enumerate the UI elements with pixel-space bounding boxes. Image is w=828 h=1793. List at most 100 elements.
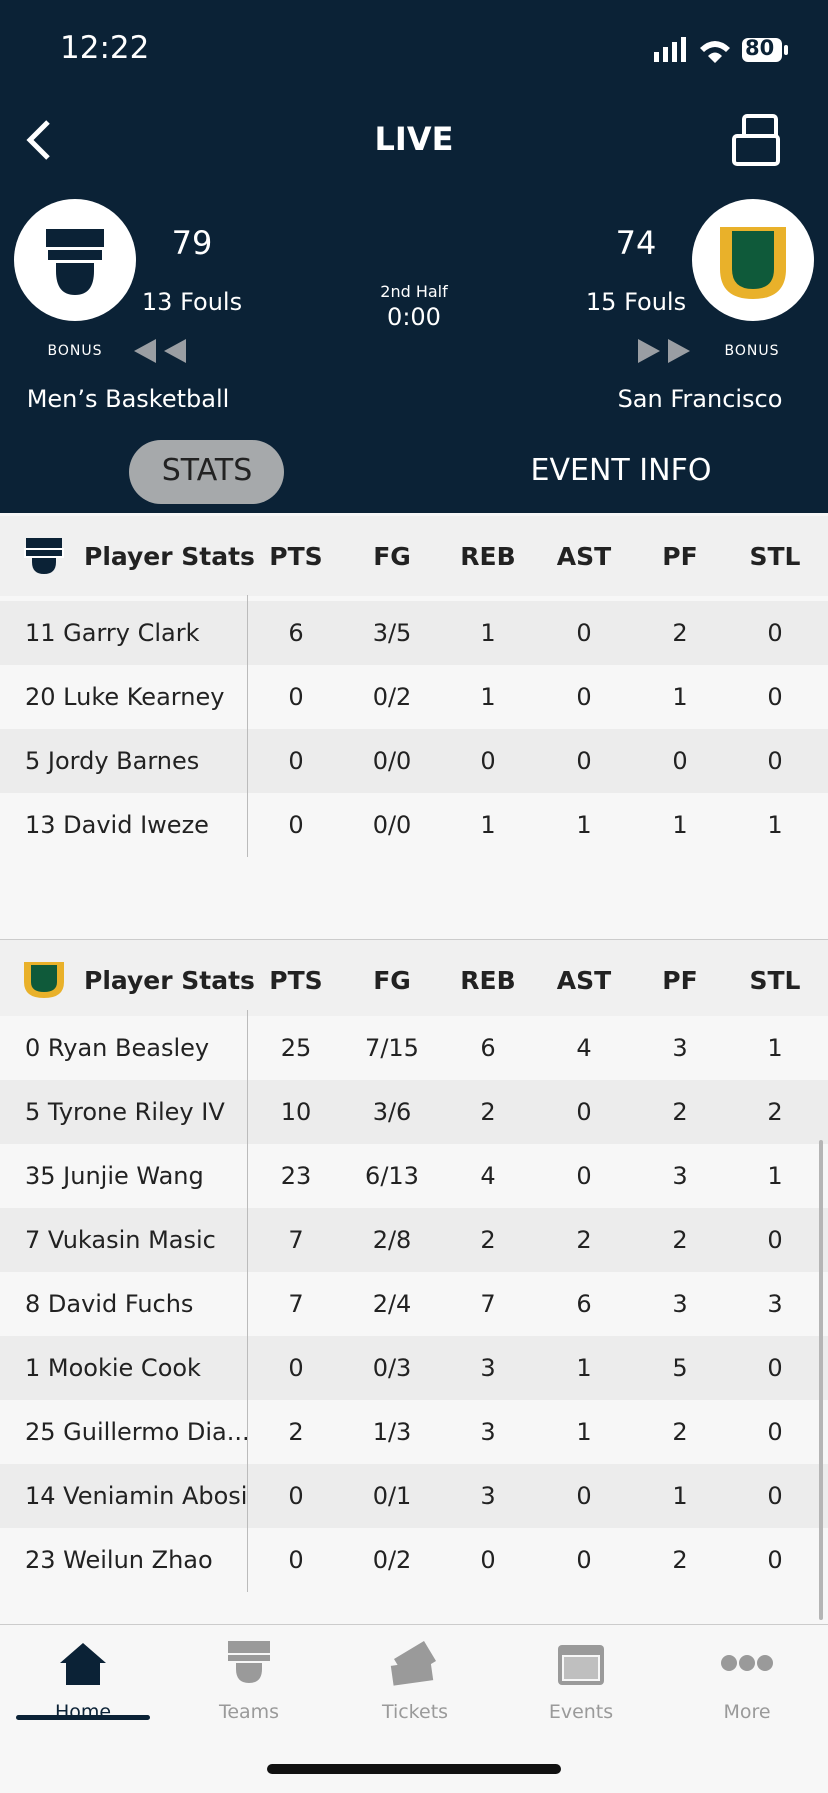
nav-item[interactable]: Events [511,1625,651,1735]
status-icons [654,37,788,63]
player-row[interactable]: 5 Jordy Barnes 0 0/0 0 0 0 0 [0,729,828,793]
stat-value: 3 [480,1418,496,1446]
stat-value: 0 [576,619,592,647]
tab[interactable]: STATS [161,453,253,488]
stat-value: 0/3 [372,1354,412,1382]
stat-value: 3 [480,1482,496,1510]
stat-value: 23 [280,1162,312,1190]
tab[interactable]: EVENT INFO [530,453,712,488]
stat-value: 25 [280,1034,312,1062]
stat-value: 2 [672,1226,688,1254]
stat-value: 0 [288,1482,304,1510]
stat-value: 0 [576,683,592,711]
stat-value: 0 [767,683,783,711]
stat-value: 1 [480,811,496,839]
stat-value: 1 [576,1354,592,1382]
stat-value: 5 [672,1354,688,1382]
stat-value: 6/13 [365,1162,419,1190]
stat-value: 10 [280,1098,312,1126]
nav-item[interactable]: Home [13,1625,153,1735]
player-name: 5 Tyrone Riley IV [25,1098,225,1126]
column-header: FG [373,966,411,995]
stat-value: 1 [576,1418,592,1446]
stat-value: 1 [767,811,783,839]
home-name: Men’s Basketball [26,385,230,413]
stat-value: 2 [576,1226,592,1254]
stat-value: 2/4 [372,1290,412,1318]
stat-value: 0 [288,1546,304,1574]
nav-label: Teams [218,1701,280,1723]
player-name: 23 Weilun Zhao [25,1546,213,1574]
stat-value: 2 [767,1098,783,1126]
player-name: 11 Garry Clark [25,619,200,647]
player-name: 1 Mookie Cook [25,1354,201,1382]
player-name: 0 Ryan Beasley [25,1034,210,1062]
player-row[interactable]: 11 Garry Clark 6 3/5 1 0 2 0 [0,601,828,665]
column-header: STL [749,542,801,571]
column-header: PF [662,542,698,571]
stat-value: 1 [480,619,496,647]
stat-value: 0/1 [372,1482,412,1510]
stat-value: 4 [576,1034,592,1062]
nav-icon [721,1655,773,1671]
nav-icon [390,1641,436,1686]
player-row[interactable]: 0 Ryan Beasley 25 7/15 6 4 3 1 [0,1016,828,1080]
stat-value: 3 [767,1290,783,1318]
stat-value: 6 [288,619,304,647]
table-header: Player Stats PTS FG REB AST PF STL [0,516,828,596]
team-logo [24,538,64,574]
nav-label: Tickets [381,1701,449,1723]
player-name: 25 Guillermo Dia... [25,1418,250,1446]
column-header: PTS [269,542,323,571]
live-header: 12:22 80 LIVE 79 13 Fouls BONUS Men’s Ba… [0,0,828,513]
player-row[interactable]: 5 Tyrone Riley IV 10 3/6 2 0 2 2 [0,1080,828,1144]
stat-value: 1 [767,1034,783,1062]
stat-value: 1 [672,683,688,711]
column-header: FG [373,542,411,571]
nav-item[interactable]: More [677,1625,817,1735]
player-name: 8 David Fuchs [25,1290,194,1318]
nav-item[interactable]: Teams [179,1625,319,1735]
stat-value: 6 [480,1034,496,1062]
stat-value: 0 [767,1418,783,1446]
away-bonus: BONUS [724,343,780,359]
stat-value: 0 [480,1546,496,1574]
player-row[interactable]: 23 Weilun Zhao 0 0/2 0 0 2 0 [0,1528,828,1592]
stat-value: 0 [576,1162,592,1190]
home-logo [14,199,136,321]
rotate-button[interactable] [730,112,782,168]
stat-value: 1 [767,1162,783,1190]
stat-value: 2 [288,1418,304,1446]
player-row[interactable]: 14 Veniamin Abosi 0 0/1 3 0 1 0 [0,1464,828,1528]
game-clock: 0:00 [387,303,441,331]
player-name: 5 Jordy Barnes [25,747,200,775]
stat-value: 2 [672,1546,688,1574]
player-row[interactable]: 35 Junjie Wang 23 6/13 4 0 3 1 [0,1144,828,1208]
stat-value: 0 [288,683,304,711]
column-divider [247,1010,248,1592]
player-row[interactable]: 25 Guillermo Dia... 2 1/3 3 1 2 0 [0,1400,828,1464]
back-button[interactable] [24,118,54,162]
stat-value: 0 [480,747,496,775]
stat-value: 0 [767,1546,783,1574]
page-title: LIVE [374,120,454,158]
period: 2nd Half [380,282,448,301]
home-bonus: BONUS [47,343,103,359]
stat-value: 0 [576,747,592,775]
table-title: Player Stats [84,966,255,995]
column-header: AST [556,966,612,995]
player-row[interactable]: 8 David Fuchs 7 2/4 7 6 3 3 [0,1272,828,1336]
stat-value: 3/6 [372,1098,412,1126]
player-row[interactable]: 13 David Iweze 0 0/0 1 1 1 1 [0,793,828,857]
player-row[interactable]: 7 Vukasin Masic 7 2/8 2 2 2 0 [0,1208,828,1272]
nav-item[interactable]: Tickets [345,1625,485,1735]
player-row[interactable]: 1 Mookie Cook 0 0/3 3 1 5 0 [0,1336,828,1400]
stat-value: 3/5 [372,619,412,647]
stat-value: 1 [480,683,496,711]
stat-value: 4 [480,1162,496,1190]
nav-icon [558,1645,604,1685]
player-row[interactable]: 20 Luke Kearney 0 0/2 1 0 1 0 [0,665,828,729]
column-header: AST [556,542,612,571]
